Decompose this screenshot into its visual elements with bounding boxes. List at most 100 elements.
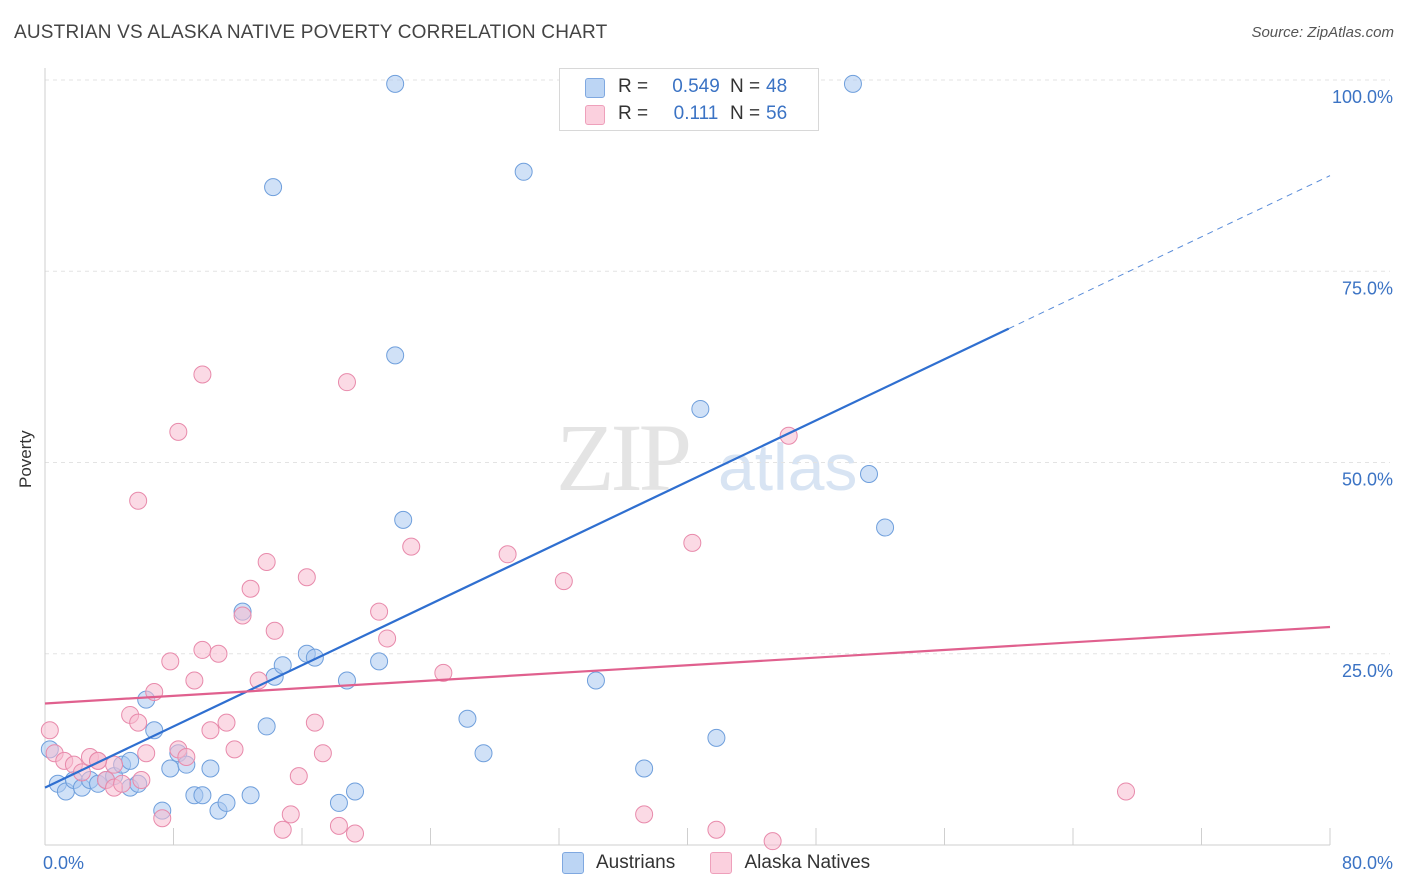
data-point xyxy=(305,648,324,667)
data-point xyxy=(554,572,573,591)
data-point xyxy=(217,793,236,812)
series-alaska-natives xyxy=(40,365,1136,851)
n-value: 48 xyxy=(766,76,788,97)
x-tick-label: 0.0% xyxy=(43,853,84,873)
data-point xyxy=(394,510,413,529)
data-point xyxy=(313,744,332,763)
data-point xyxy=(265,621,284,640)
data-point xyxy=(763,832,782,851)
data-point xyxy=(193,365,212,384)
data-point xyxy=(707,728,726,747)
chart-title: AUSTRIAN VS ALASKA NATIVE POVERTY CORREL… xyxy=(14,22,608,43)
n-label: N = xyxy=(730,103,761,124)
data-point xyxy=(860,464,879,483)
data-point xyxy=(241,786,260,805)
data-point xyxy=(474,744,493,763)
data-point xyxy=(635,759,654,778)
y-tick-label: 100.0% xyxy=(1332,87,1393,107)
data-point xyxy=(514,162,533,181)
data-point xyxy=(707,820,726,839)
data-point xyxy=(201,721,220,740)
data-point xyxy=(40,721,59,740)
gridlines xyxy=(45,79,1390,655)
source-label: Source: ZipAtlas.com xyxy=(1251,24,1394,41)
data-point xyxy=(161,652,180,671)
data-point xyxy=(876,518,895,537)
data-point xyxy=(153,809,172,828)
series-legend: Austrians Alaska Natives xyxy=(562,852,900,880)
watermark: ZIP atlas xyxy=(556,404,857,511)
data-point xyxy=(458,709,477,728)
data-point xyxy=(264,178,283,197)
data-point xyxy=(281,805,300,824)
data-point xyxy=(370,602,389,621)
data-point xyxy=(329,793,348,812)
data-point xyxy=(161,759,180,778)
data-point xyxy=(635,805,654,824)
data-point xyxy=(402,537,421,556)
watermark-text: ZIP xyxy=(556,404,689,511)
data-point xyxy=(586,671,605,690)
data-point xyxy=(217,713,236,732)
data-point xyxy=(434,663,453,682)
data-point xyxy=(273,820,292,839)
data-point xyxy=(346,824,365,843)
data-point xyxy=(691,399,710,418)
legend-swatch xyxy=(562,852,584,874)
data-point xyxy=(378,629,397,648)
data-point xyxy=(683,533,702,552)
data-point xyxy=(241,579,260,598)
series-austrians xyxy=(40,74,895,820)
r-label: R = xyxy=(618,76,649,97)
data-point xyxy=(89,751,108,770)
data-point xyxy=(1117,782,1136,801)
r-label: R = xyxy=(618,103,649,124)
data-point xyxy=(257,552,276,571)
legend-swatch-austrians xyxy=(585,78,605,98)
data-point xyxy=(257,717,276,736)
legend-label: Alaska Natives xyxy=(744,852,871,873)
data-point xyxy=(305,713,324,732)
trend-lines xyxy=(44,175,1331,789)
y-tick-label: 50.0% xyxy=(1342,470,1393,490)
data-point xyxy=(386,74,405,93)
data-point xyxy=(498,545,517,564)
correlation-legend: R = 0.549 N = 48 R = 0.111 N = 56 xyxy=(559,68,819,131)
n-value: 56 xyxy=(766,103,788,124)
legend-swatch-alaska-natives xyxy=(585,105,605,125)
legend-swatch xyxy=(710,852,733,874)
data-point xyxy=(386,346,405,365)
data-point xyxy=(370,652,389,671)
n-label: N = xyxy=(730,76,761,97)
data-point xyxy=(843,74,862,93)
data-point xyxy=(297,568,316,587)
data-point xyxy=(193,786,212,805)
legend-item-austrians: Austrians xyxy=(562,852,675,874)
data-point xyxy=(132,770,151,789)
r-value: 0.549 xyxy=(672,76,720,97)
trend-line xyxy=(44,327,1010,789)
legend-label: Austrians xyxy=(596,852,676,873)
data-point xyxy=(201,759,220,778)
y-tick-label: 25.0% xyxy=(1342,661,1393,681)
tick-labels: 25.0% 50.0% 75.0% 100.0% 0.0% 80.0% xyxy=(43,87,1393,873)
data-point xyxy=(121,751,140,770)
data-point xyxy=(129,713,148,732)
x-tick-label: 80.0% xyxy=(1342,853,1393,873)
data-point xyxy=(225,740,244,759)
data-point xyxy=(346,782,365,801)
data-point xyxy=(233,606,252,625)
data-point xyxy=(177,748,196,767)
data-point xyxy=(169,422,188,441)
legend-item-alaska-natives: Alaska Natives xyxy=(710,852,870,874)
trend-line-extension xyxy=(1008,175,1331,330)
data-point xyxy=(289,767,308,786)
data-point xyxy=(209,644,228,663)
data-point xyxy=(193,640,212,659)
y-tick-label: 75.0% xyxy=(1342,278,1393,298)
data-point xyxy=(337,373,356,392)
data-point xyxy=(185,671,204,690)
data-point xyxy=(113,774,132,793)
r-value: 0.111 xyxy=(673,103,719,124)
